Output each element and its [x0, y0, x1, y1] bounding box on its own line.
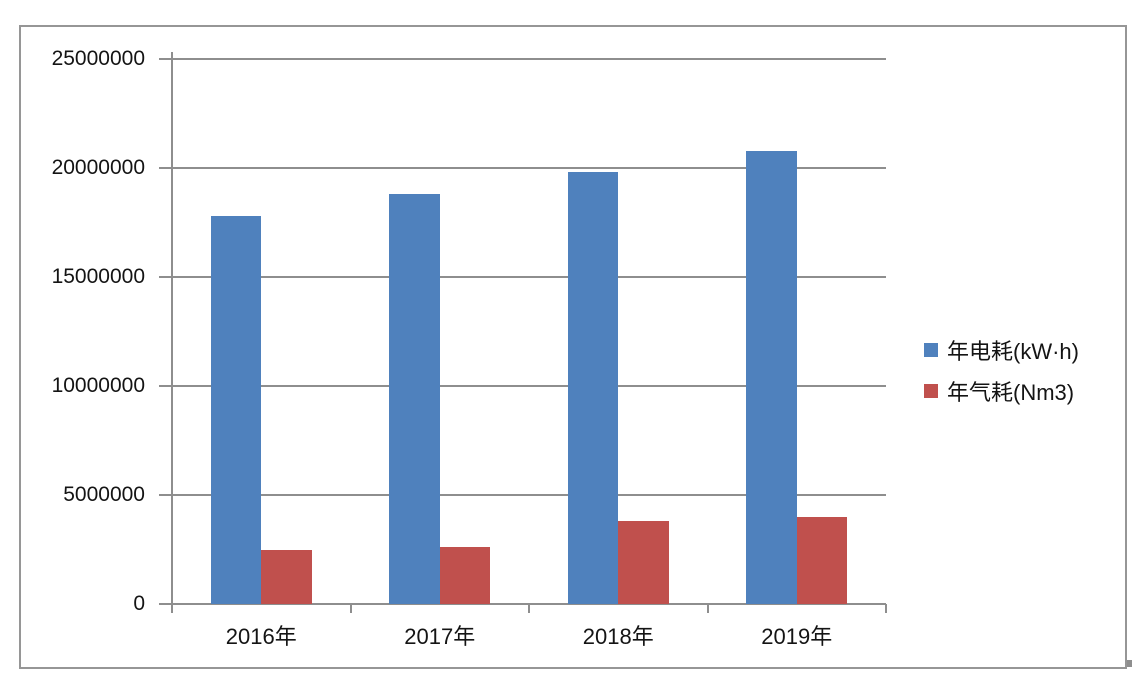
gridline [172, 385, 886, 387]
gridline [172, 58, 886, 60]
gridline [172, 167, 886, 169]
legend-swatch-icon [924, 384, 938, 398]
bar-gas-1 [439, 547, 491, 604]
y-axis-tick [159, 276, 172, 278]
x-axis-category-label: 2017年 [404, 624, 476, 649]
x-axis-tick [349, 604, 352, 613]
y-axis-tick-label: 20000000 [51, 156, 145, 179]
y-axis-tick-label: 25000000 [51, 47, 145, 70]
y-axis-tick [159, 58, 172, 60]
resize-handle-artifact [1127, 660, 1132, 667]
chart-frame: 年电耗(kW·h) 年气耗(Nm3) 0 5000000 10000000 150000… [19, 25, 1127, 669]
legend-swatch-icon [924, 343, 938, 357]
y-axis-tick-label: 5000000 [63, 483, 145, 506]
bar-electricity-2 [567, 172, 619, 604]
x-axis-tick [171, 604, 173, 613]
y-axis-tick-label: 15000000 [51, 265, 145, 288]
x-axis-category-label: 2019年 [761, 624, 833, 649]
y-axis-tick-label: 0 [133, 592, 145, 615]
gridline [172, 276, 886, 278]
bar-electricity-3 [746, 150, 797, 604]
bar-electricity-1 [389, 194, 440, 604]
y-axis-line [171, 52, 173, 613]
legend: 年电耗(kW·h) 年气耗(Nm3) [924, 337, 1079, 405]
bar-electricity-0 [210, 215, 262, 604]
bar-gas-0 [261, 549, 312, 604]
x-axis-tick [528, 604, 530, 613]
x-axis-category-label: 2018年 [582, 624, 654, 649]
gridline [172, 494, 886, 496]
legend-label: 年气耗(Nm3) [947, 380, 1075, 405]
x-axis-tick [706, 604, 709, 613]
legend-item-gas: 年气耗(Nm3) [924, 378, 1079, 405]
x-axis-category-label: 2016年 [225, 624, 297, 649]
y-axis-tick-label: 10000000 [51, 374, 145, 397]
y-axis-tick [159, 603, 172, 605]
bar-gas-3 [796, 516, 848, 604]
y-axis-tick [159, 385, 172, 387]
x-axis-tick [885, 604, 887, 613]
y-axis-tick [159, 167, 172, 169]
bar-gas-2 [618, 521, 669, 604]
y-axis-tick [159, 494, 172, 496]
legend-item-electricity: 年电耗(kW·h) [924, 337, 1079, 364]
legend-label: 年电耗(kW·h) [947, 339, 1079, 364]
